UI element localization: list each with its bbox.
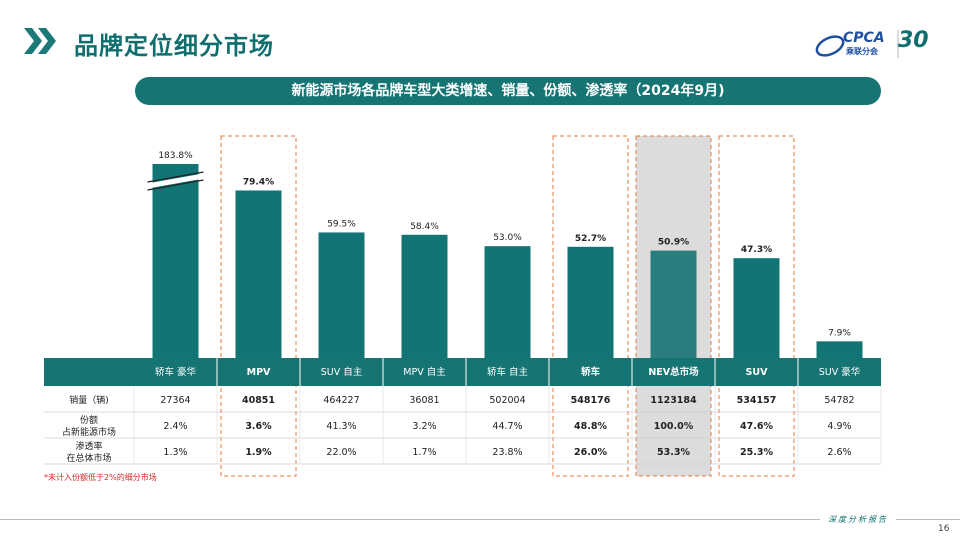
table-cell-0-7: 534157 xyxy=(737,395,777,406)
category-label-4: 轿车 自主 xyxy=(487,366,528,378)
table-header-bg xyxy=(44,358,881,386)
value-label-1: 79.4% xyxy=(243,177,274,187)
bar-3 xyxy=(401,234,448,358)
table-cell-2-3: 1.7% xyxy=(412,447,436,458)
table-cell-0-3: 36081 xyxy=(409,395,439,406)
chevron-right-icon xyxy=(24,28,56,54)
category-label-5: 轿车 xyxy=(581,366,601,378)
table-cell-1-7: 47.6% xyxy=(740,421,773,432)
axis-break-gap xyxy=(147,173,204,189)
table-cell-2-6: 53.3% xyxy=(657,447,690,458)
table-cell-0-2: 464227 xyxy=(323,395,359,406)
highlight-box-1 xyxy=(220,135,297,477)
category-label-8: SUV 豪华 xyxy=(819,366,861,378)
category-label-3: MPV 自主 xyxy=(403,366,445,378)
category-label-6: NEV总市场 xyxy=(648,366,699,378)
footer-divider xyxy=(0,519,960,520)
category-label-0: 轿车 豪华 xyxy=(155,366,197,378)
row-label-1: 份额 xyxy=(80,414,98,426)
table-cell-0-1: 40851 xyxy=(242,395,275,406)
highlight-box-7 xyxy=(718,135,795,477)
table-cell-1-2: 41.3% xyxy=(326,421,356,432)
chart-subtitle: 新能源市场各品牌车型大类增速、销量、份额、渗透率（2024年9月) xyxy=(135,77,881,105)
table-cell-0-5: 548176 xyxy=(571,395,611,406)
value-label-6: 50.9% xyxy=(658,238,689,248)
row-label-1-line2: 占新能源市场 xyxy=(62,426,116,438)
value-label-2: 59.5% xyxy=(327,219,356,229)
row-label-2-line2: 在总体市场 xyxy=(66,452,111,464)
bar-1 xyxy=(235,190,282,358)
page-number: 16 xyxy=(938,524,950,534)
table-cell-0-8: 54782 xyxy=(824,395,854,406)
value-label-5: 52.7% xyxy=(575,234,606,244)
logo-brand: CPCA xyxy=(843,30,885,46)
bar-0 xyxy=(152,164,199,358)
table-cell-2-0: 1.3% xyxy=(163,447,187,458)
table-cell-2-2: 22.0% xyxy=(326,447,356,458)
table-cell-2-1: 1.9% xyxy=(245,447,272,458)
value-label-0: 183.8% xyxy=(158,151,193,161)
table-cell-1-5: 48.8% xyxy=(574,421,607,432)
row-label-2: 渗透率 xyxy=(75,440,102,452)
row-label-0: 销量（辆) xyxy=(69,394,109,406)
value-label-8: 7.9% xyxy=(828,328,851,338)
category-label-7: SUV xyxy=(746,367,769,378)
bar-4 xyxy=(484,246,531,358)
table-cell-0-0: 27364 xyxy=(160,395,190,406)
anniversary-mark: 30 xyxy=(898,28,929,53)
table-cell-0-4: 502004 xyxy=(489,395,525,406)
bar-2 xyxy=(318,232,365,358)
table-cell-1-1: 3.6% xyxy=(245,421,272,432)
page-title: 品牌定位细分市场 xyxy=(74,32,274,60)
bar-7 xyxy=(733,258,780,358)
axis-break-line xyxy=(147,179,204,191)
table-cell-1-6: 100.0% xyxy=(654,421,694,432)
table-cell-2-7: 25.3% xyxy=(740,447,773,458)
value-label-7: 47.3% xyxy=(741,245,772,255)
footer-tag: 深度分析报告 xyxy=(820,514,896,525)
table-cell-2-8: 2.6% xyxy=(827,447,851,458)
table-cell-1-4: 44.7% xyxy=(492,421,522,432)
table-cell-1-8: 4.9% xyxy=(827,421,851,432)
logo-sub: 乘联分会 xyxy=(846,47,878,56)
table-cell-2-4: 23.8% xyxy=(492,447,522,458)
bar-6 xyxy=(650,250,697,358)
value-label-3: 58.4% xyxy=(410,222,439,232)
table-cell-1-3: 3.2% xyxy=(412,421,436,432)
bar-5 xyxy=(567,246,614,358)
category-label-2: SUV 自主 xyxy=(321,366,363,378)
cpca-logo-icon xyxy=(815,30,899,58)
value-label-4: 53.0% xyxy=(493,233,522,243)
table-cell-1-0: 2.4% xyxy=(163,421,187,432)
axis-break-line xyxy=(147,171,204,183)
table-cell-0-6: 1123184 xyxy=(650,395,697,406)
footnote: *未计入份额低于2%的细分市场 xyxy=(44,473,157,482)
table-cell-2-5: 26.0% xyxy=(574,447,607,458)
highlight-box-5 xyxy=(552,135,629,477)
category-label-1: MPV xyxy=(247,367,271,378)
bar-8 xyxy=(816,341,863,358)
